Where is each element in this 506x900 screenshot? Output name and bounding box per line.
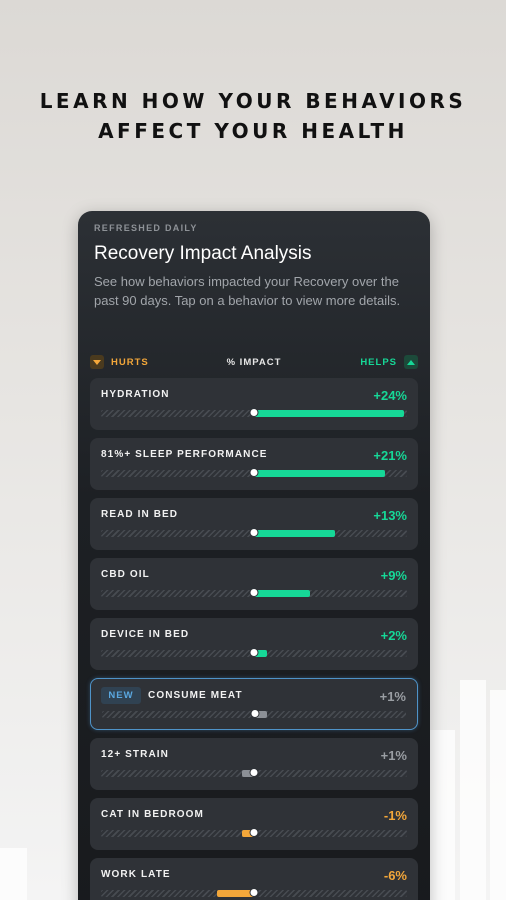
behavior-item[interactable]: CBD OIL +9% — [90, 558, 418, 610]
impact-bar-fill — [254, 650, 267, 657]
zero-marker — [249, 468, 259, 477]
impact-value: -1% — [383, 808, 407, 823]
zero-marker — [249, 828, 259, 837]
impact-legend: HURTS % IMPACT HELPS — [90, 355, 418, 371]
zero-marker — [249, 768, 259, 777]
helps-legend: HELPS — [360, 355, 418, 369]
behavior-item[interactable]: 81%+ SLEEP PERFORMANCE +21% — [90, 438, 418, 490]
behavior-label: DEVICE IN BED — [101, 629, 190, 640]
impact-value: +9% — [380, 568, 407, 583]
impact-bar-track — [101, 408, 407, 417]
triangle-up-icon — [404, 355, 418, 369]
behavior-label: WORK LATE — [101, 869, 171, 880]
hurts-legend: HURTS — [90, 355, 149, 369]
behavior-item[interactable]: 12+ STRAIN +1% — [90, 738, 418, 790]
impact-bar-track — [101, 768, 407, 777]
zero-marker — [249, 588, 259, 597]
card-title: Recovery Impact Analysis — [94, 243, 312, 264]
background-bar — [490, 690, 506, 900]
background-bar — [430, 730, 455, 900]
impact-bar-fill — [242, 770, 254, 777]
impact-bar-fill — [254, 410, 404, 417]
impact-value: +2% — [380, 628, 407, 643]
impact-value: +13% — [373, 508, 407, 523]
background-bar — [460, 680, 486, 900]
impact-value: +21% — [373, 448, 407, 463]
impact-bar-fill — [216, 890, 254, 897]
behavior-label: CBD OIL — [101, 569, 150, 580]
behavior-label: READ IN BED — [101, 509, 179, 520]
behavior-item[interactable]: HYDRATION +24% — [90, 378, 418, 430]
impact-bar-track — [101, 828, 407, 837]
page-headline: LEARN HOW YOUR BEHAVIORS AFFECT YOUR HEA… — [0, 86, 506, 146]
impact-bar-track — [101, 588, 407, 597]
impact-bar-track — [101, 888, 407, 897]
behavior-label: CAT IN BEDROOM — [101, 809, 204, 820]
headline-line-2: AFFECT YOUR HEALTH — [98, 119, 408, 143]
zero-marker — [249, 528, 259, 537]
behavior-item[interactable]: READ IN BED +13% — [90, 498, 418, 550]
impact-bar-fill — [254, 590, 311, 597]
impact-label: % IMPACT — [226, 357, 282, 368]
impact-bar-fill — [254, 530, 336, 537]
triangle-down-icon — [90, 355, 104, 369]
behavior-label: HYDRATION — [101, 389, 170, 400]
impact-bar-fill — [254, 470, 386, 477]
impact-bar-fill — [242, 830, 254, 837]
impact-bar-track — [101, 528, 407, 537]
refreshed-label: REFRESHED DAILY — [94, 223, 198, 233]
impact-bar-track — [102, 709, 406, 718]
zero-marker — [249, 888, 259, 897]
behavior-label: CONSUME MEAT — [148, 690, 243, 701]
headline-line-1: LEARN HOW YOUR BEHAVIORS — [39, 89, 467, 113]
impact-bar-fill — [255, 711, 267, 718]
behavior-item[interactable]: NEW CONSUME MEAT +1% — [90, 678, 418, 730]
zero-marker — [250, 709, 260, 718]
impact-value: -6% — [383, 868, 407, 883]
behavior-item[interactable]: WORK LATE -6% — [90, 858, 418, 900]
impact-value: +24% — [373, 388, 407, 403]
behavior-label: 12+ STRAIN — [101, 749, 169, 760]
recovery-impact-card: REFRESHED DAILY Recovery Impact Analysis… — [78, 211, 430, 900]
behavior-item[interactable]: CAT IN BEDROOM -1% — [90, 798, 418, 850]
impact-bar-track — [101, 648, 407, 657]
hurts-label: HURTS — [111, 356, 149, 368]
impact-value: +1% — [379, 689, 406, 704]
new-badge: NEW — [101, 687, 141, 704]
behavior-label: 81%+ SLEEP PERFORMANCE — [101, 449, 268, 460]
impact-bar-track — [101, 468, 407, 477]
zero-marker — [249, 648, 259, 657]
helps-label: HELPS — [360, 356, 397, 368]
background-bar — [0, 848, 27, 900]
card-description: See how behaviors impacted your Recovery… — [94, 274, 401, 308]
behavior-item[interactable]: DEVICE IN BED +2% — [90, 618, 418, 670]
zero-marker — [249, 408, 259, 417]
impact-value: +1% — [380, 748, 407, 763]
